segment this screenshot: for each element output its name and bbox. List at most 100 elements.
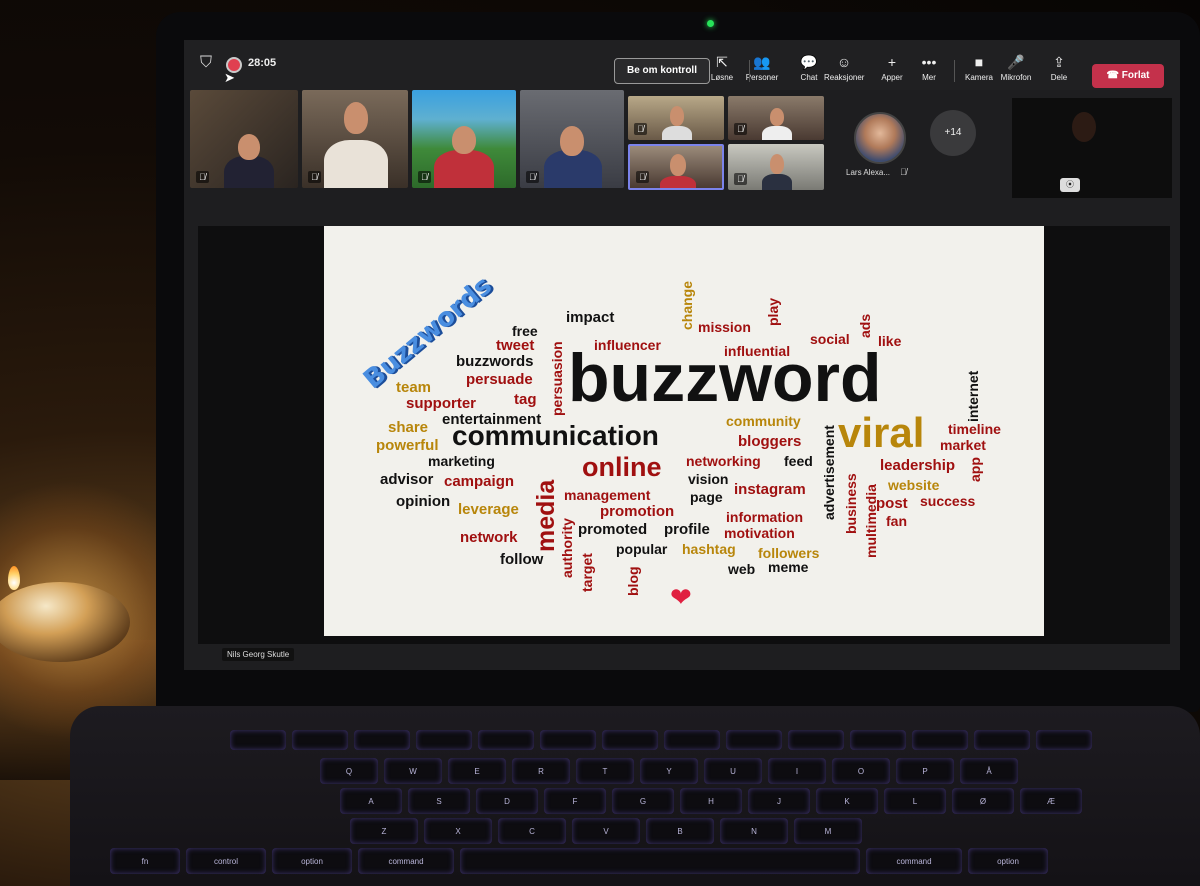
keyboard-key: U (704, 758, 762, 784)
leave-button[interactable]: ☎ Forlat (1092, 64, 1164, 88)
camera-icon: ■ (974, 54, 984, 70)
more-participants-button[interactable]: +14 (930, 110, 976, 156)
word-cloud-word: change (679, 280, 695, 330)
keyboard-key (726, 730, 782, 750)
keyboard-key (540, 730, 596, 750)
participant-video[interactable]: 🎙̸ (728, 144, 824, 190)
keyboard-key: M (794, 818, 862, 844)
mic-off-icon: 🎙̸ (636, 171, 649, 183)
toolbar-label: Løsne (710, 73, 734, 82)
toolbar-personer-button[interactable]: 👥 Personer (742, 54, 782, 82)
word-cloud-word: business (843, 473, 859, 534)
mic-off-icon: 🎙̸ (634, 123, 647, 135)
keyboard-key: Å (960, 758, 1018, 784)
keyboard-key (602, 730, 658, 750)
keyboard-key (1036, 730, 1092, 750)
keyboard-key: R (512, 758, 570, 784)
mic-off-icon: 🎙̸ (734, 123, 747, 135)
word-cloud-word: leadership (880, 457, 956, 474)
word-cloud-word: community (726, 413, 801, 429)
word-cloud-word: promotion (600, 503, 675, 520)
word-cloud-word: web (728, 561, 756, 577)
mic-off-icon: 🎙̸ (196, 171, 209, 183)
participant-video[interactable]: 🎙̸ (628, 96, 724, 140)
toolbar-label: Mikrofon (1000, 73, 1032, 82)
participant-video[interactable]: 🎙̸ (302, 90, 408, 188)
keyboard-key: H (680, 788, 742, 814)
presentation-slide: Buzzwords ❤ buzzword communication viral on… (324, 226, 1044, 636)
keyboard-key: C (498, 818, 566, 844)
mic-off-icon: 🎙̸ (900, 167, 907, 177)
presenter-label: Nils Georg Skutle (222, 648, 295, 661)
keyboard-key: G (612, 788, 674, 814)
laptop-screen: ⛉ 28:05 ➤ Be om kontroll ⇱ Løsne 👥 Personer… (184, 40, 1180, 670)
toolbar-reaksjoner-button[interactable]: ☺ Reaksjoner (824, 54, 864, 82)
camera-toggle-icon[interactable]: ⦿ (1060, 178, 1080, 192)
toolbar-mer-button[interactable]: ••• Mer (909, 54, 949, 82)
heart-icon: ❤ (670, 582, 692, 612)
keyboard-key: Q (320, 758, 378, 784)
candle-flame (8, 566, 20, 590)
toolbar-mikrofon-button[interactable]: 🎤 Mikrofon (996, 54, 1036, 82)
toolbar-label: Reaksjoner (824, 73, 865, 82)
mic-off-icon: 🎙̸ (308, 171, 321, 183)
toolbar-chat-button[interactable]: 💬 Chat (789, 54, 829, 82)
word-cloud-word: campaign (444, 473, 515, 490)
word-cloud-word: success (920, 493, 976, 509)
keyboard-key (788, 730, 844, 750)
keyboard-spacebar (460, 848, 860, 874)
participant-video-speaking[interactable]: 🎙̸ (628, 144, 724, 190)
keyboard-key (974, 730, 1030, 750)
word-cloud-word: meme (768, 559, 809, 575)
word-cloud-word: impact (566, 309, 615, 326)
share-icon: ⇪ (1053, 54, 1065, 70)
keyboard-key: K (816, 788, 878, 814)
keyboard-number-row (230, 730, 1092, 750)
participant-video[interactable]: 🎙̸ (412, 90, 516, 188)
keyboard-key (416, 730, 472, 750)
shield-icon[interactable]: ⛉ (200, 54, 213, 71)
word-cloud-word: information (726, 509, 803, 525)
plus-icon: + (887, 54, 897, 70)
toolbar-label: Mer (922, 73, 936, 82)
word-cloud-word: marketing (428, 453, 495, 469)
word-cloud-word: popular (616, 541, 668, 557)
keyboard-key: B (646, 818, 714, 844)
word-cloud-word: page (690, 489, 723, 505)
keyboard-key: command (866, 848, 962, 874)
self-view-face (1072, 112, 1096, 142)
mic-off-icon: 🎙̸ (526, 171, 539, 183)
word-cloud-word: market (940, 437, 986, 453)
keyboard-key (230, 730, 286, 750)
word-cloud-word: motivation (724, 525, 795, 541)
toolbar-kamera-button[interactable]: ■ Kamera (959, 54, 999, 82)
toolbar-dele-button[interactable]: ⇪ Dele (1039, 54, 1079, 82)
toolbar-løsne-button[interactable]: ⇱ Løsne (702, 54, 742, 82)
word-cloud-word: hashtag (682, 541, 736, 557)
toolbar-label: Chat (800, 73, 818, 82)
toolbar-apper-button[interactable]: + Apper (872, 54, 912, 82)
self-view-video[interactable]: ⦿ (1012, 98, 1172, 198)
participant-video[interactable]: 🎙̸ (728, 96, 824, 140)
keyboard-key (850, 730, 906, 750)
toolbar-label: Personer (745, 73, 779, 82)
request-control-button[interactable]: Be om kontroll (614, 58, 710, 84)
word-cloud-word: network (460, 529, 518, 546)
participant-video[interactable]: 🎙̸ (190, 90, 298, 188)
participant-avatar[interactable] (854, 112, 906, 164)
toolbar-label: Apper (881, 73, 903, 82)
keyboard-key: fn (110, 848, 180, 874)
participant-video[interactable]: 🎙̸ (520, 90, 624, 188)
keyboard-key: command (358, 848, 454, 874)
word-cloud-word: advertisement (821, 425, 837, 520)
word-cloud-word: fan (886, 513, 907, 529)
word-cloud-word: management (564, 487, 651, 503)
recording-icon (226, 57, 242, 73)
word-cloud-word: leverage (458, 501, 519, 518)
toolbar-label: Kamera (964, 73, 993, 82)
mic-off-icon: 🎙̸ (734, 173, 747, 185)
word-cloud-word: team (396, 379, 432, 396)
